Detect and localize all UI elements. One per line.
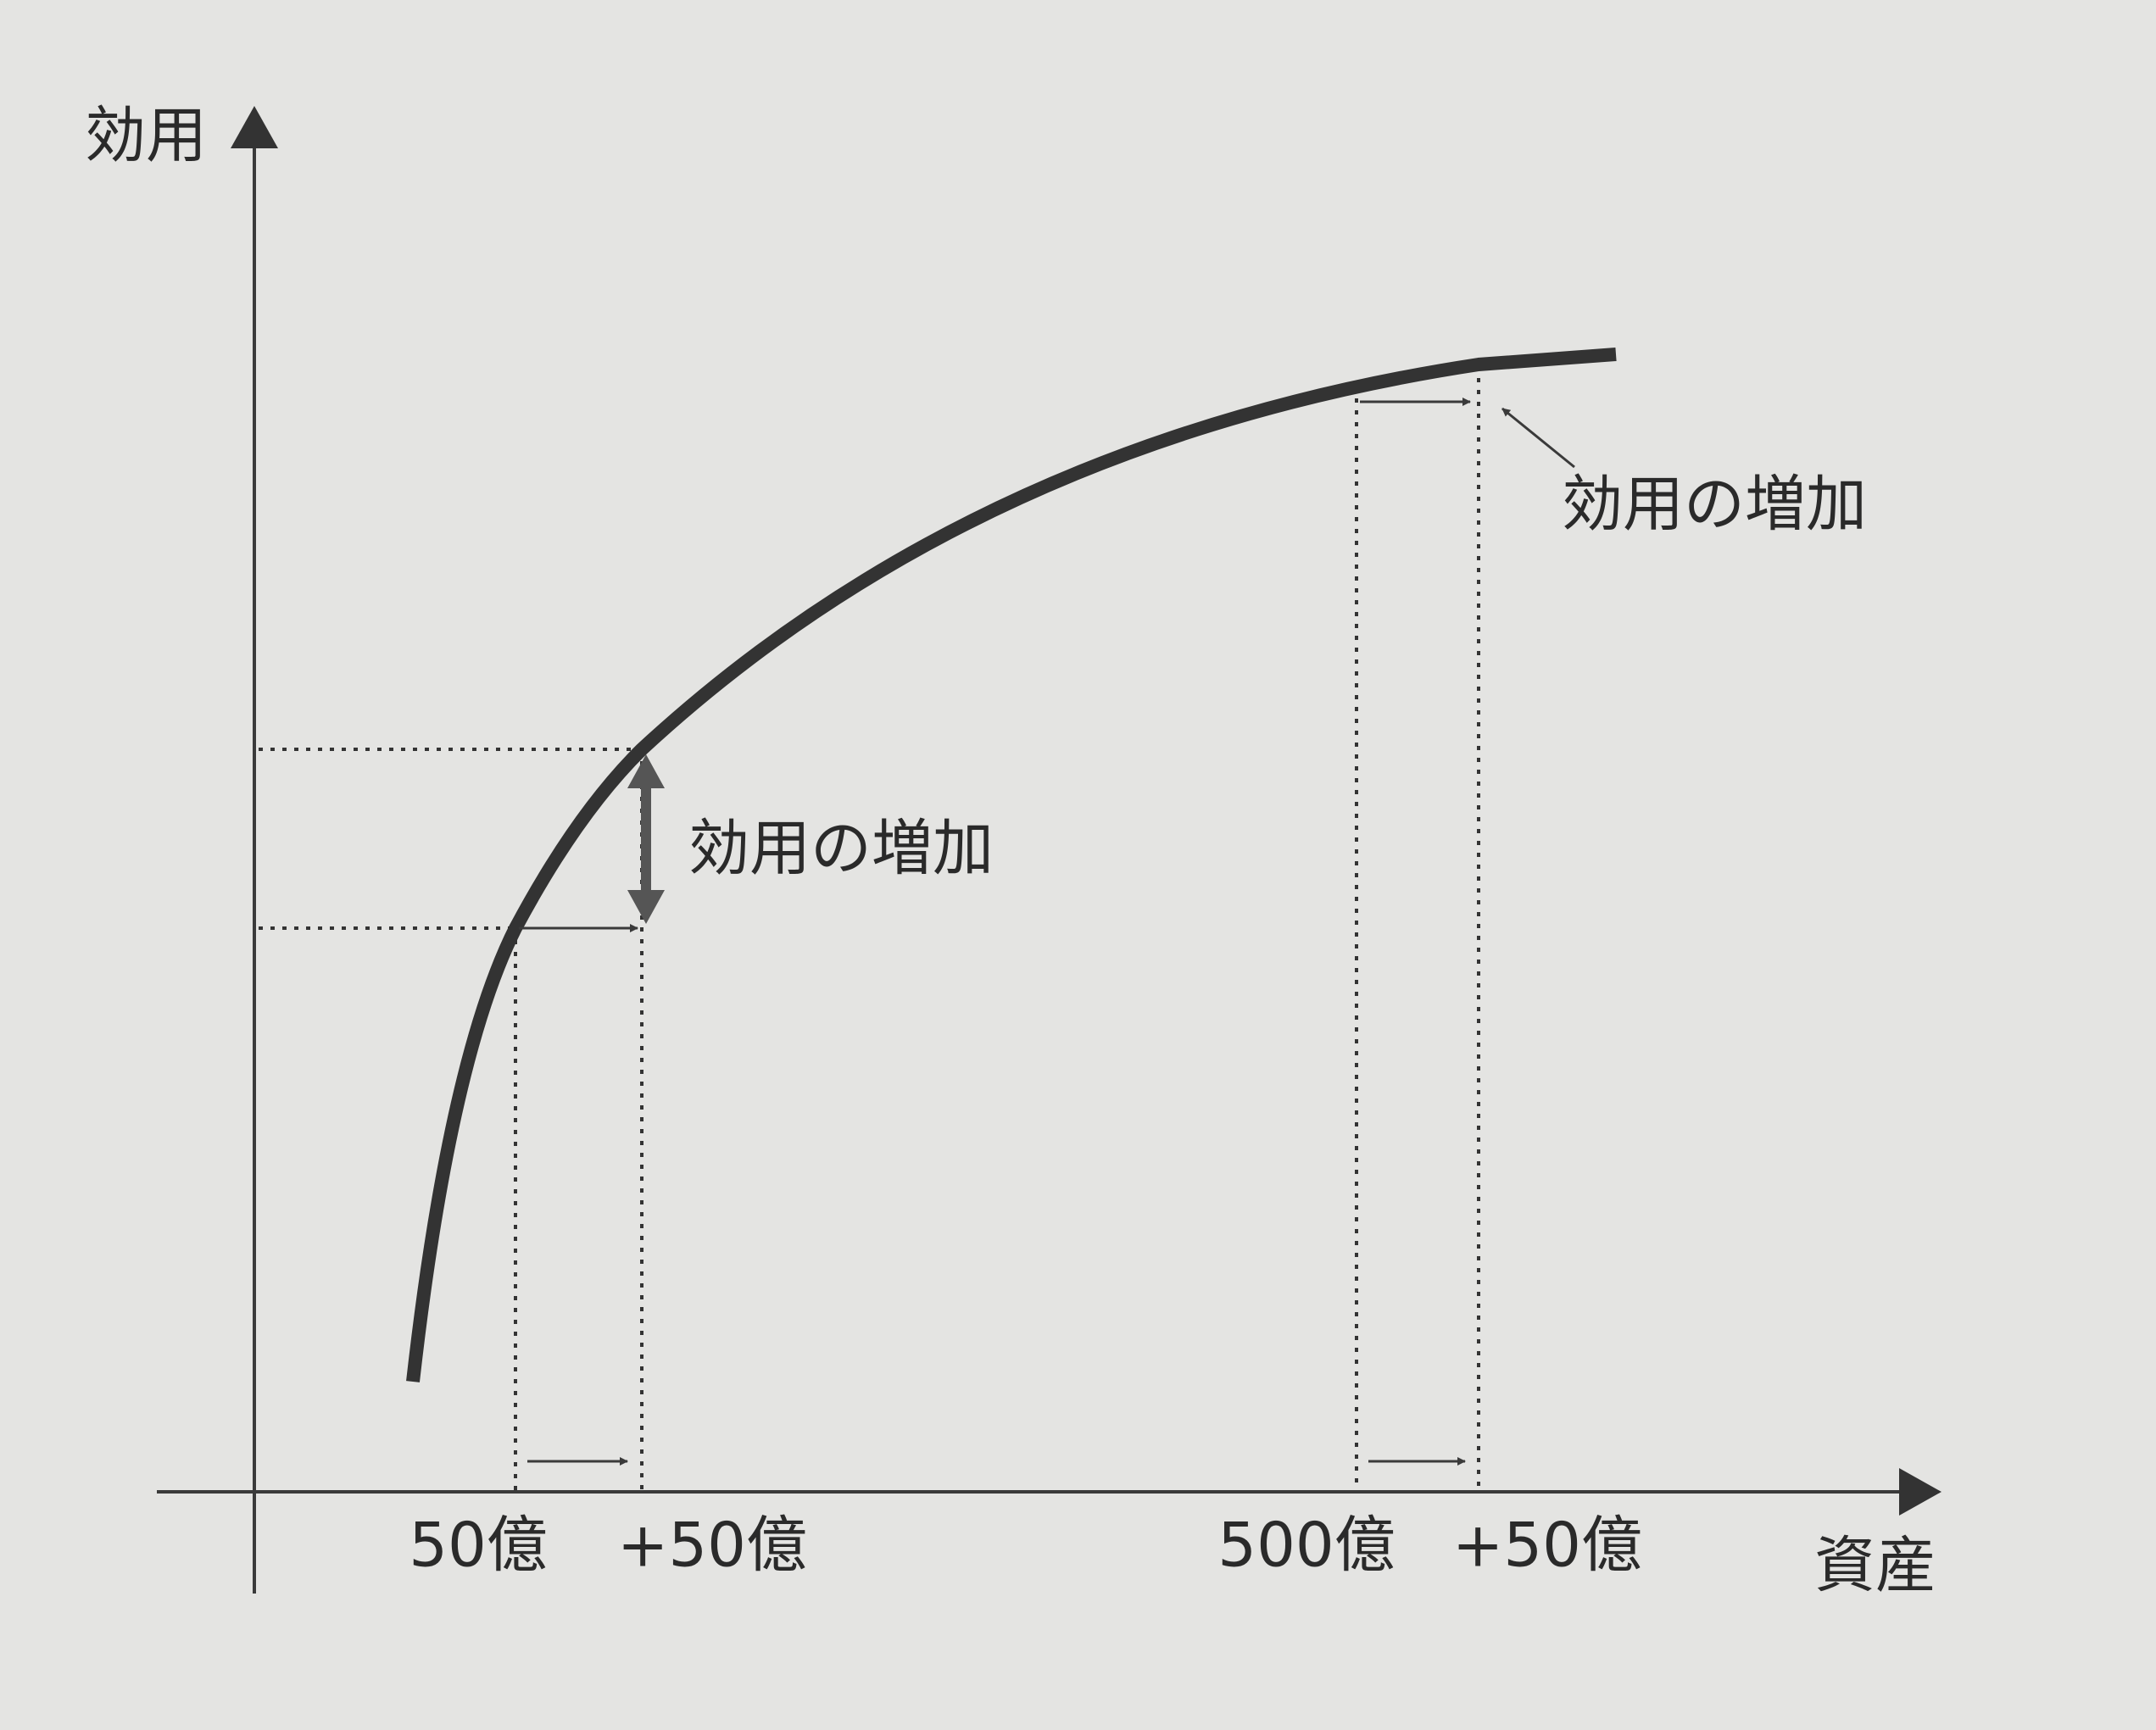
double-arrow-head xyxy=(627,754,665,924)
x-label: 500億 xyxy=(1217,1510,1395,1581)
annotation: 効用の増加 xyxy=(688,813,994,884)
x-axis-arrow xyxy=(1899,1468,1942,1516)
annotation: 効用の増加 xyxy=(1562,469,1867,540)
utility-curve xyxy=(406,348,1617,1382)
y-axis-arrow xyxy=(231,106,278,148)
x-label: +50億 xyxy=(617,1510,807,1581)
x-label: +50億 xyxy=(1452,1510,1642,1581)
x-label: 50億 xyxy=(409,1510,548,1581)
pointer xyxy=(1501,407,1575,469)
y-axis-label: 効用 xyxy=(85,100,207,171)
x-axis-label: 資産 xyxy=(1814,1530,1936,1601)
